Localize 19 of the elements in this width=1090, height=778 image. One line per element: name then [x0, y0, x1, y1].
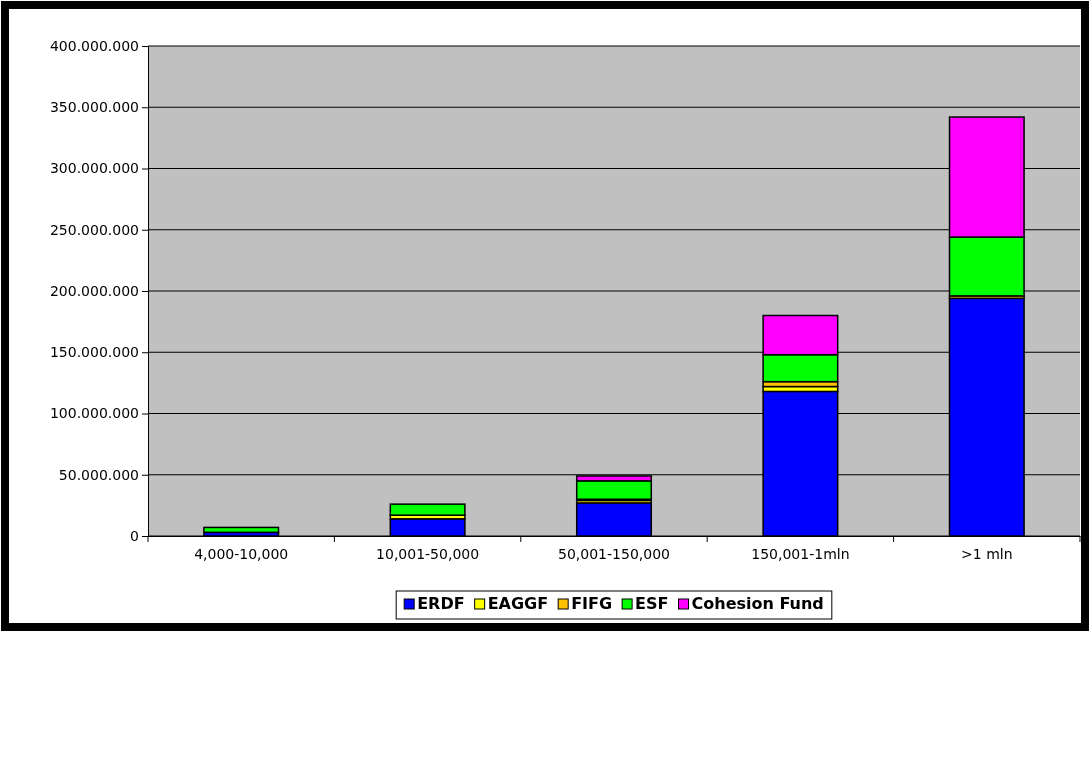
legend-label: FIFG	[571, 594, 613, 613]
y-tick-label: 50.000.000	[58, 466, 139, 483]
x-tick-label: 150,001-1mln	[751, 545, 850, 562]
y-tick-label: 250.000.000	[49, 221, 139, 238]
y-tick-label: 300.000.000	[49, 160, 139, 177]
x-tick-label: 10,001-50,000	[376, 545, 480, 562]
x-tick-label: 4,000-10,000	[194, 545, 289, 562]
y-tick-label: 200.000.000	[49, 282, 139, 299]
x-tick-label: >1 mln	[961, 545, 1013, 562]
legend-label: Cohesion Fund	[691, 594, 824, 613]
legend-label: ERDF	[417, 594, 465, 613]
legend-label: EAGGF	[487, 594, 549, 613]
x-tick-label: 50,001-150,000	[558, 545, 670, 562]
y-tick-label: 0	[130, 527, 139, 544]
y-tick-label: 350.000.000	[49, 99, 139, 116]
legend-label: ESF	[635, 594, 669, 613]
y-tick-label: 100.000.000	[49, 405, 139, 422]
y-tick-label: 150.000.000	[49, 344, 139, 361]
y-tick-label: 400.000.000	[49, 37, 139, 54]
